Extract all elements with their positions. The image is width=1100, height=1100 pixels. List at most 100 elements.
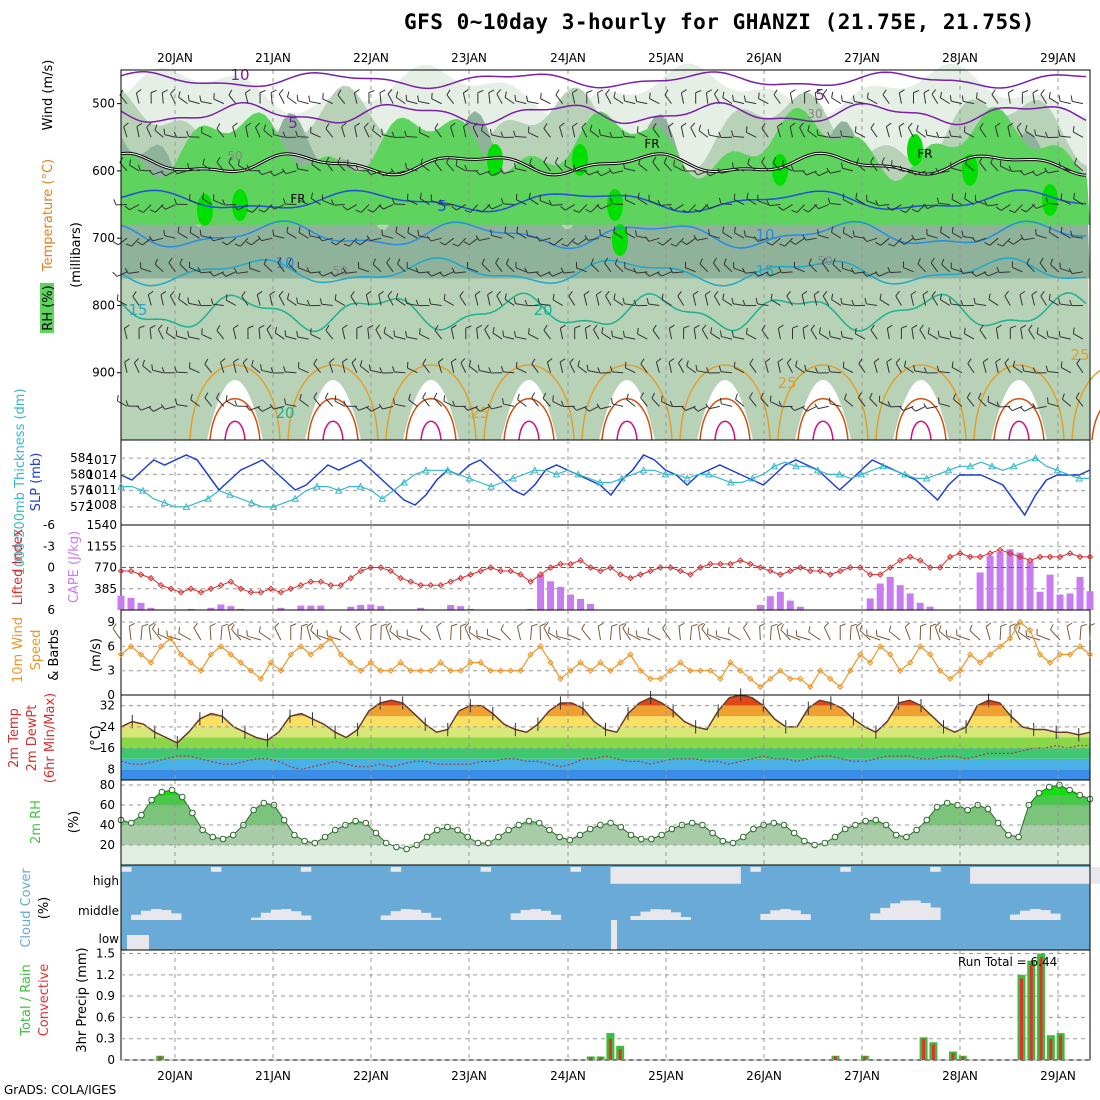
li-point <box>197 589 205 596</box>
upper-wind-barb <box>128 271 140 274</box>
upper-wind-barb <box>866 200 878 206</box>
upper-wind-barb <box>664 94 672 104</box>
upper-wind-barb <box>564 159 567 166</box>
surface-wind-barb <box>597 626 601 641</box>
surface-wind-barb <box>771 623 778 627</box>
upper-wind-barb <box>657 199 661 206</box>
upper-wind-barb <box>592 329 600 340</box>
upper-wind-barb <box>406 267 418 273</box>
upper-wind-barb <box>879 401 890 407</box>
upper-wind-barb <box>418 235 430 239</box>
cape-bar <box>227 606 235 610</box>
li-point <box>457 574 464 582</box>
upper-wind-barb <box>176 335 188 340</box>
dry-mixing-column <box>795 380 851 440</box>
upper-wind-barb <box>678 362 685 373</box>
wind-speed-point <box>597 659 604 666</box>
upper-wind-barb <box>559 358 566 363</box>
surface-wind-barb <box>436 622 442 628</box>
upper-wind-barb <box>928 332 938 340</box>
upper-wind-barb <box>596 290 602 296</box>
li-point <box>1086 553 1094 561</box>
wind-speed-point <box>117 651 125 658</box>
upper-wind-barb <box>925 129 928 136</box>
thickness-point <box>574 470 583 478</box>
upper-wind-barb <box>125 243 132 247</box>
li-tick: -6 <box>43 518 55 532</box>
upper-wind-barb <box>228 162 237 172</box>
upper-wind-barb <box>707 129 710 136</box>
upper-wind-barb <box>212 303 224 306</box>
upper-wind-barb <box>173 131 177 138</box>
li-point <box>127 567 135 575</box>
cloud-unit-label: (%) <box>37 897 52 920</box>
upper-wind-barb <box>188 336 200 340</box>
cape-bar <box>876 583 884 610</box>
upper-wind-barb <box>433 397 442 407</box>
upper-wind-barb <box>705 171 711 177</box>
upper-wind-barb <box>161 367 165 374</box>
upper-wind-barb <box>807 124 810 131</box>
upper-wind-barb <box>246 209 253 213</box>
wind-tick: 0 <box>107 688 115 702</box>
upper-wind-barb <box>1049 97 1059 105</box>
upper-wind-barb <box>187 94 190 101</box>
rh-point <box>617 823 625 831</box>
surface-wind-barb <box>647 633 661 641</box>
cloud-mid-gap <box>790 910 801 920</box>
top-date-label: 22JAN <box>353 51 389 65</box>
upper-wind-barb <box>378 403 383 410</box>
upper-wind-barb <box>826 167 831 174</box>
upper-wind-barb <box>572 89 578 94</box>
wind-speed-point <box>647 675 654 683</box>
upper-wind-barb <box>488 367 492 374</box>
li-point <box>787 567 794 575</box>
upper-wind-barb <box>395 298 406 306</box>
surface-wind-barb <box>856 622 862 627</box>
upper-wind-barb <box>552 271 563 277</box>
upper-wind-barb <box>840 95 843 102</box>
upper-wind-barb <box>699 263 709 273</box>
cloud-mid-gap <box>880 907 891 920</box>
upper-wind-barb <box>178 96 188 105</box>
thickness-point <box>400 478 408 486</box>
upper-wind-barb <box>742 299 746 306</box>
upper-wind-barb <box>242 358 248 364</box>
wind-speed-point <box>1026 627 1034 634</box>
isotherm-minus-5 <box>120 101 1087 126</box>
cloud-low-gap <box>127 935 149 950</box>
upper-wind-barb <box>938 170 950 174</box>
upper-wind-barb <box>479 370 491 374</box>
rh-point <box>688 819 696 827</box>
cloud-mid-gap <box>650 909 661 920</box>
rh-point <box>189 809 196 817</box>
upper-wind-barb <box>241 296 249 306</box>
top-date-label: 24JAN <box>550 51 586 65</box>
surface-wind-barb <box>840 623 846 627</box>
upper-wind-barb <box>887 324 893 329</box>
upper-wind-barb <box>1036 170 1047 177</box>
upper-wind-barb <box>500 131 504 138</box>
cape-bar <box>217 604 225 610</box>
upper-wind-barb <box>539 237 551 242</box>
surface-wind-barb <box>450 625 452 641</box>
upper-wind-barb <box>298 226 301 233</box>
upper-wind-barb <box>1024 125 1028 132</box>
upper-wind-barb <box>605 290 610 297</box>
upper-wind-barb <box>664 89 669 96</box>
surface-wind-barb <box>193 622 198 629</box>
li-point <box>677 567 684 575</box>
upper-wind-barb <box>633 299 637 306</box>
rh-point <box>454 826 461 834</box>
precip-conv-bar <box>961 1056 965 1060</box>
upper-wind-barb <box>923 403 928 409</box>
upper-wind-barb <box>529 158 532 165</box>
upper-wind-barb <box>560 267 565 274</box>
upper-wind-barb <box>1031 203 1037 209</box>
surface-wind-barb <box>220 626 223 641</box>
cloud-mid-gap <box>390 911 402 920</box>
upper-wind-barb <box>842 167 854 172</box>
upper-wind-barb <box>392 366 395 373</box>
upper-wind-barb <box>577 360 581 367</box>
surface-wind-barb <box>476 630 478 637</box>
